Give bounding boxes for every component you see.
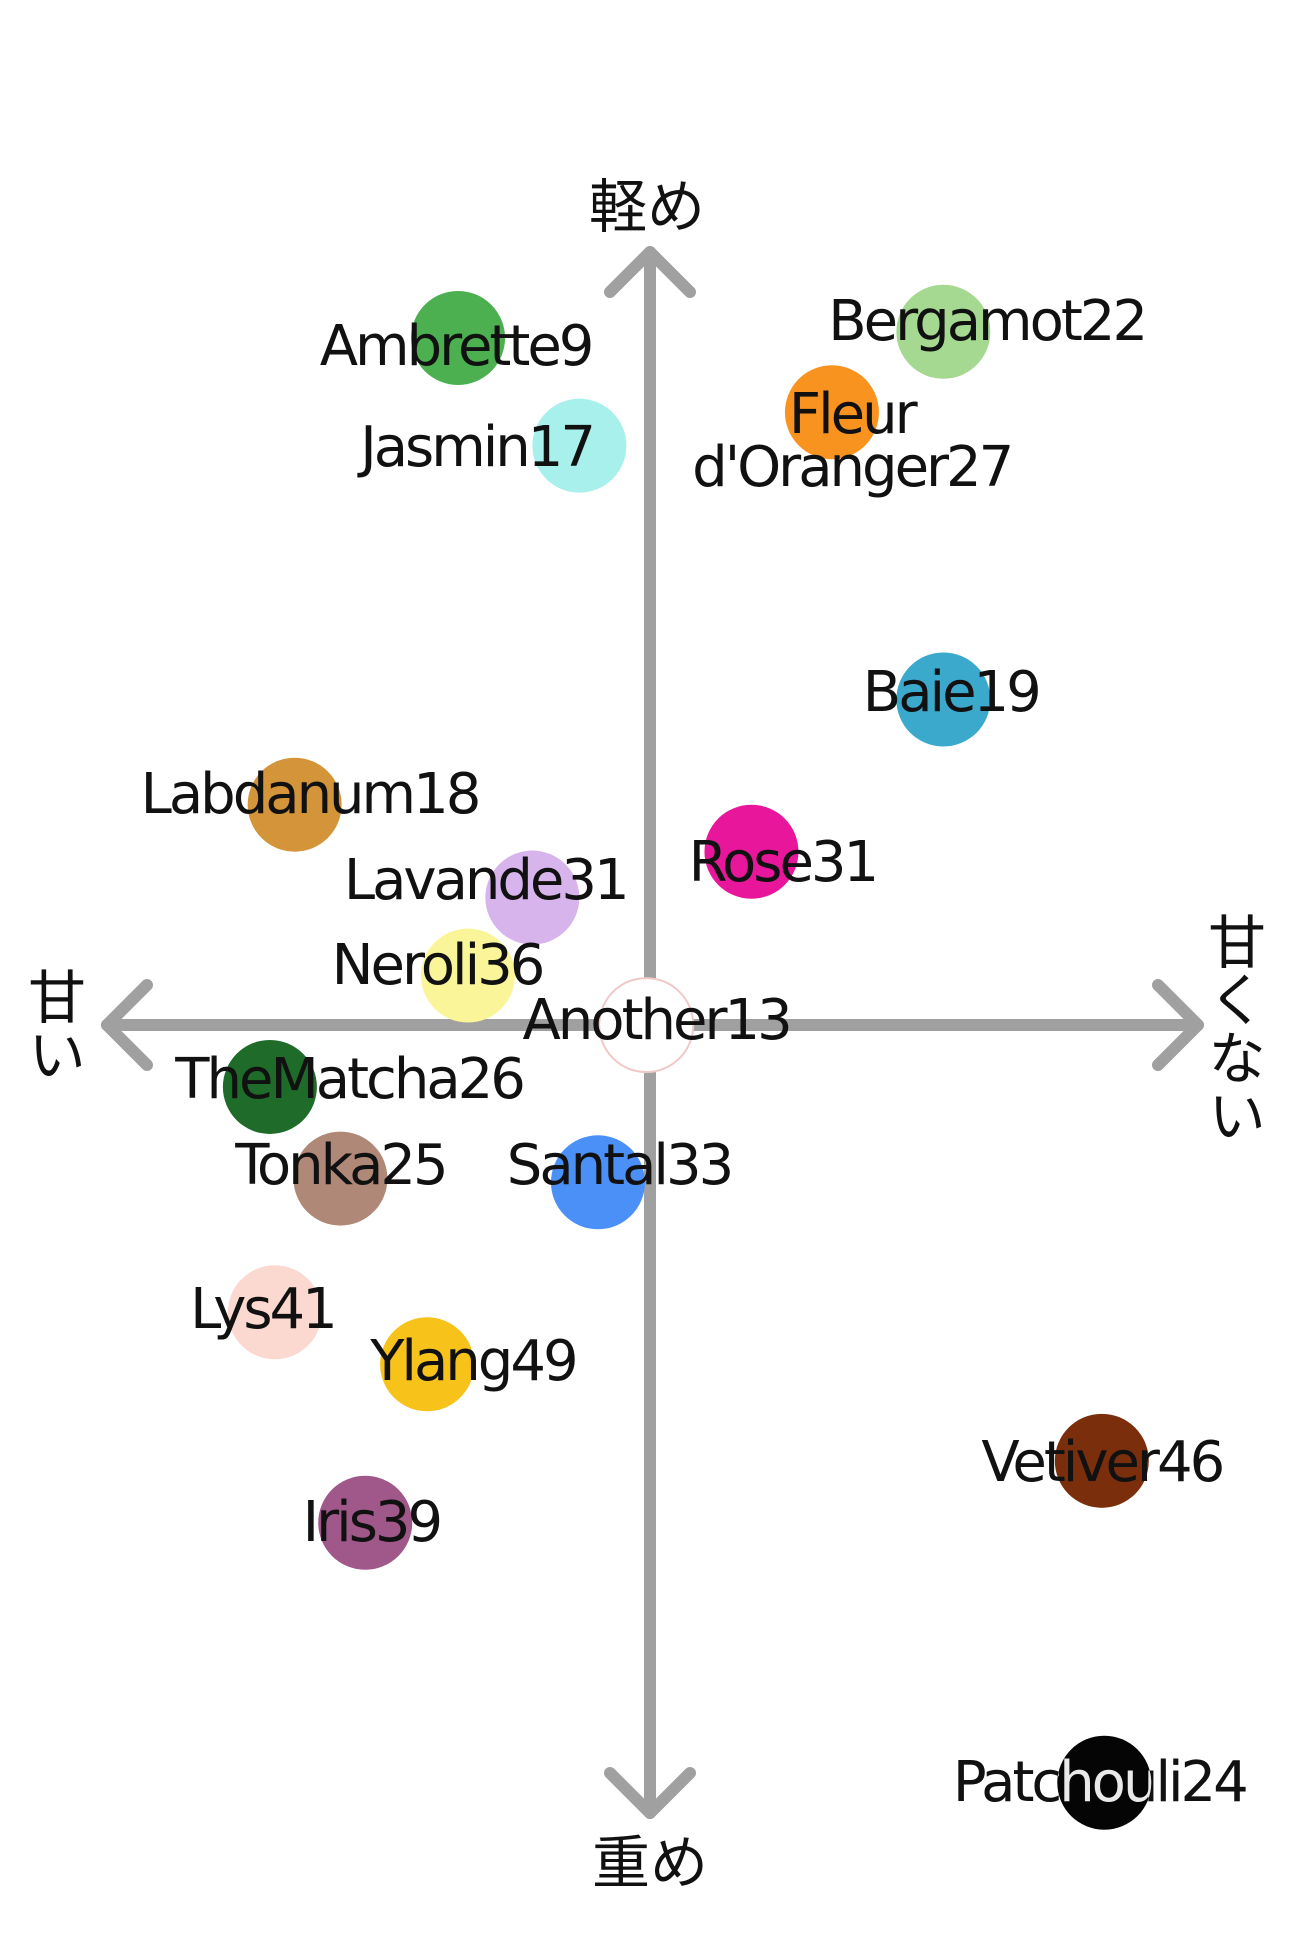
node-label: Ylang49 <box>370 1328 578 1394</box>
node-dot <box>598 977 695 1074</box>
node-label: Tonka25 <box>235 1133 448 1199</box>
node-dot <box>784 365 879 460</box>
node-label: Baie19 <box>862 660 1042 726</box>
node-dot <box>380 1317 475 1412</box>
node-dot <box>1057 1735 1152 1830</box>
node-label: Vetiver46 <box>981 1430 1225 1496</box>
node-dot <box>704 804 799 899</box>
node-dot <box>227 1265 322 1360</box>
node-dot <box>420 928 515 1023</box>
node-dot <box>485 850 580 945</box>
axis-label-bottom: 重め <box>591 1829 709 1897</box>
axis-label-right: 甘くない <box>1198 912 1266 1144</box>
arrow-head <box>1152 979 1204 1071</box>
node-label: Neroli36 <box>331 932 546 998</box>
node-dot <box>550 1135 645 1230</box>
arrow-head <box>604 1767 696 1819</box>
axis-label-top: 軽め <box>588 173 706 241</box>
node-label: Another13 <box>522 988 793 1054</box>
node-label: Rose31 <box>688 829 880 895</box>
node-dot <box>222 1039 317 1134</box>
node-label: Labdanum18 <box>140 761 482 827</box>
axis-label-left: 甘い <box>18 967 86 1083</box>
node-label: Lys41 <box>190 1276 338 1342</box>
arrow-head <box>604 246 696 298</box>
node-dot <box>411 290 506 385</box>
node-label: Jasmin17 <box>360 415 596 481</box>
node-label: Ambrette9 <box>319 313 595 379</box>
arrow-head <box>101 979 153 1071</box>
node-dot <box>896 284 991 379</box>
node-dot <box>293 1131 388 1226</box>
node-dot <box>532 398 627 493</box>
node-label: TheMatcha26 <box>175 1046 526 1112</box>
node-dot <box>896 652 991 747</box>
node-label: Fleur d'Oranger27 <box>692 381 1014 500</box>
node-label: Bergamot22 <box>828 288 1148 354</box>
node-label: Patchouli24 <box>952 1749 1249 1815</box>
node-label: Santal33 <box>506 1133 734 1199</box>
node-dot <box>1054 1413 1149 1508</box>
node-dot <box>318 1475 413 1570</box>
node-dot <box>247 757 342 852</box>
node-label: Iris39 <box>302 1489 444 1555</box>
node-label: Lavande31 <box>343 848 630 914</box>
